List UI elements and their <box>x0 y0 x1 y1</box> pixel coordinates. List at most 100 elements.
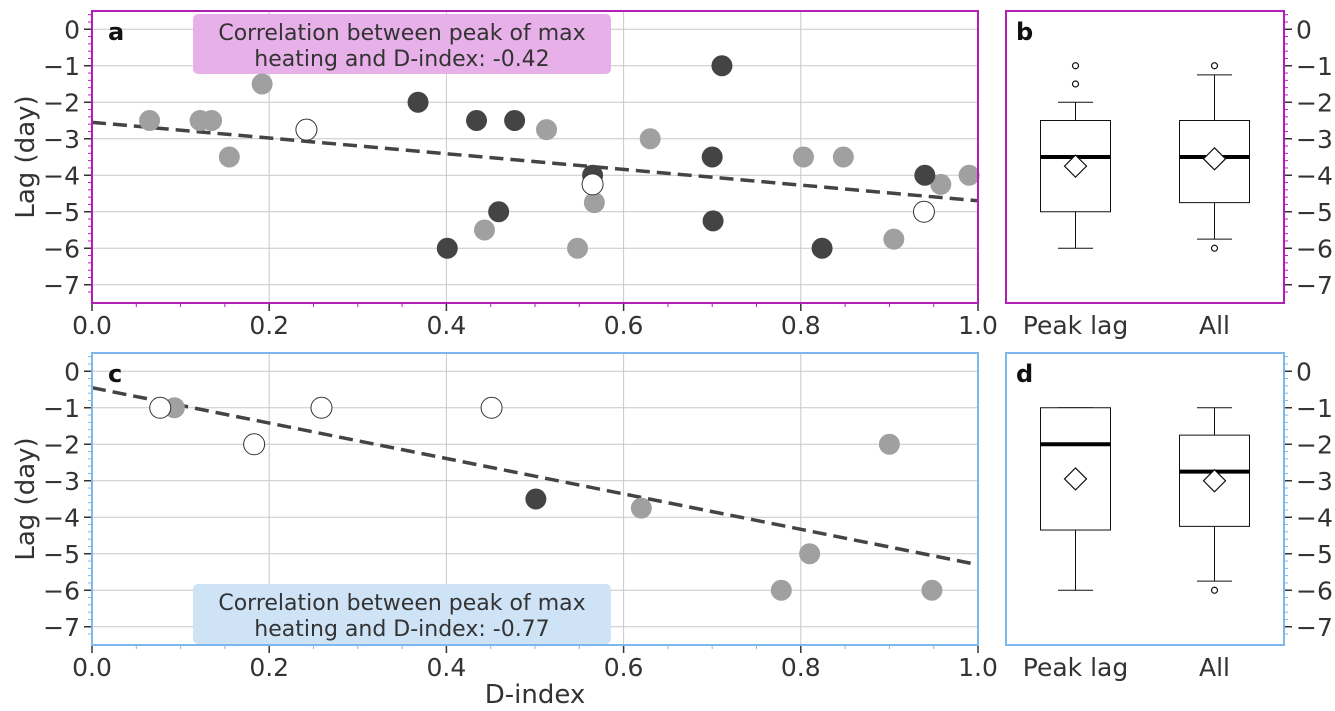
x-tick-label: 1.0 <box>958 653 998 682</box>
data-point-light <box>792 146 814 168</box>
mean-marker <box>1202 468 1227 493</box>
panel-letter: b <box>1016 18 1033 46</box>
x-tick-label: 0.2 <box>249 311 289 340</box>
y-tick-label: −3 <box>1296 467 1333 496</box>
y-tick-label: −6 <box>1296 234 1333 263</box>
data-point-dark <box>701 146 723 168</box>
y-tick-label: −1 <box>43 394 80 423</box>
trend-line <box>91 120 979 203</box>
axes-frame <box>1005 352 1285 646</box>
y-tick-label: −4 <box>43 161 80 190</box>
data-point-open <box>581 173 604 196</box>
y-tick-label: −5 <box>1296 540 1333 569</box>
y-tick-label: −6 <box>43 576 80 605</box>
annotation-box <box>193 14 611 74</box>
data-point-open <box>912 200 935 223</box>
data-point-light <box>201 110 223 131</box>
y-tick-label: −3 <box>43 125 80 154</box>
y-tick-label: 0 <box>1296 357 1312 386</box>
data-point-dark <box>436 237 458 259</box>
mean-marker <box>1063 467 1088 491</box>
data-point-dark <box>525 488 547 510</box>
y-axis-label: Lag (day) <box>11 95 41 218</box>
data-point-light <box>770 579 792 601</box>
y-axis-label: Lag (day) <box>11 437 41 560</box>
data-point-dark <box>914 164 936 186</box>
data-point-open <box>243 433 266 456</box>
annotation-line2: heating and D-index: -0.77 <box>254 617 549 642</box>
data-point-dark <box>504 110 526 131</box>
x-tick-label: 0.8 <box>781 311 821 340</box>
y-tick-label: −2 <box>1296 430 1333 459</box>
x-tick-label: 0.4 <box>427 653 467 682</box>
y-tick-label: −6 <box>1296 576 1333 605</box>
y-tick-label: −3 <box>43 467 80 496</box>
y-tick-label: −7 <box>1296 613 1333 642</box>
data-point-dark <box>711 55 733 77</box>
trend-line <box>91 385 979 567</box>
data-point-dark <box>488 201 510 223</box>
data-point-light <box>583 192 605 214</box>
category-label: All <box>1199 653 1230 682</box>
data-point-light <box>639 128 661 150</box>
x-tick-label: 0.8 <box>781 653 821 682</box>
y-tick-label: −2 <box>43 430 80 459</box>
axes-frame <box>91 352 979 646</box>
y-tick-label: −4 <box>43 503 80 532</box>
x-tick-label: 1.0 <box>958 311 998 340</box>
data-point-light <box>630 497 652 519</box>
y-tick-label: −7 <box>43 613 80 642</box>
panel-b: 0 −1 −2 −3 −4 −5 −6 −7 Peak lag All b <box>1005 10 1333 340</box>
category-label: All <box>1199 311 1230 340</box>
category-label: Peak lag <box>1023 653 1128 682</box>
annotation-box <box>193 584 611 644</box>
data-point-light <box>958 164 980 186</box>
flier-point <box>1071 80 1080 88</box>
data-point-light <box>473 219 495 241</box>
y-tick-label: 0 <box>64 15 80 44</box>
data-point-light <box>832 146 854 168</box>
data-point-open <box>310 396 333 419</box>
y-tick-label: −5 <box>1296 198 1333 227</box>
x-tick-label: 0.6 <box>604 653 644 682</box>
y-tick-label: −6 <box>43 234 80 263</box>
y-tick-label: −1 <box>1296 52 1333 81</box>
data-point-light <box>799 543 821 565</box>
x-tick-label: 0.2 <box>249 653 289 682</box>
x-axis-label: D-index <box>485 680 586 710</box>
panel-d: 0 −1 −2 −3 −4 −5 −6 −7 Peak lag All d <box>1005 352 1333 682</box>
data-point-dark <box>466 110 488 131</box>
data-point-open <box>149 396 172 419</box>
flier-point <box>1210 244 1219 252</box>
flier-point <box>1071 62 1080 70</box>
data-point-light <box>930 173 952 195</box>
panel-a: 0 −1 −2 −3 −4 −5 −6 −7 0.0 0.2 0.4 0.6 0.8 1.0 Correla… <box>11 10 998 340</box>
y-tick-label: −2 <box>1296 88 1333 117</box>
y-tick-label: −5 <box>43 198 80 227</box>
y-tick-label: −1 <box>43 52 80 81</box>
x-tick-label: 0.4 <box>427 311 467 340</box>
data-point-open <box>295 118 318 141</box>
x-tick-label: 0.0 <box>72 311 112 340</box>
y-tick-label: −3 <box>1296 125 1333 154</box>
annotation-line1: Correlation between peak of max <box>218 21 585 46</box>
data-point-light <box>218 146 240 168</box>
data-point-light <box>567 237 589 259</box>
axes-frame <box>1005 10 1285 304</box>
data-point-light <box>536 119 558 141</box>
y-tick-label: −7 <box>43 271 80 300</box>
panel-letter: d <box>1016 360 1033 388</box>
y-tick-label: −4 <box>1296 503 1333 532</box>
y-tick-label: −7 <box>1296 271 1333 300</box>
y-tick-label: −4 <box>1296 161 1333 190</box>
y-tick-label: 0 <box>1296 15 1312 44</box>
data-point-light <box>878 433 900 455</box>
annotation-line2: heating and D-index: -0.42 <box>254 47 549 72</box>
panel-letter: c <box>108 360 122 388</box>
x-tick-label: 0.6 <box>604 311 644 340</box>
category-label: Peak lag <box>1023 311 1128 340</box>
data-point-open <box>480 396 503 419</box>
y-tick-label: 0 <box>64 357 80 386</box>
x-tick-label: 0.0 <box>72 653 112 682</box>
